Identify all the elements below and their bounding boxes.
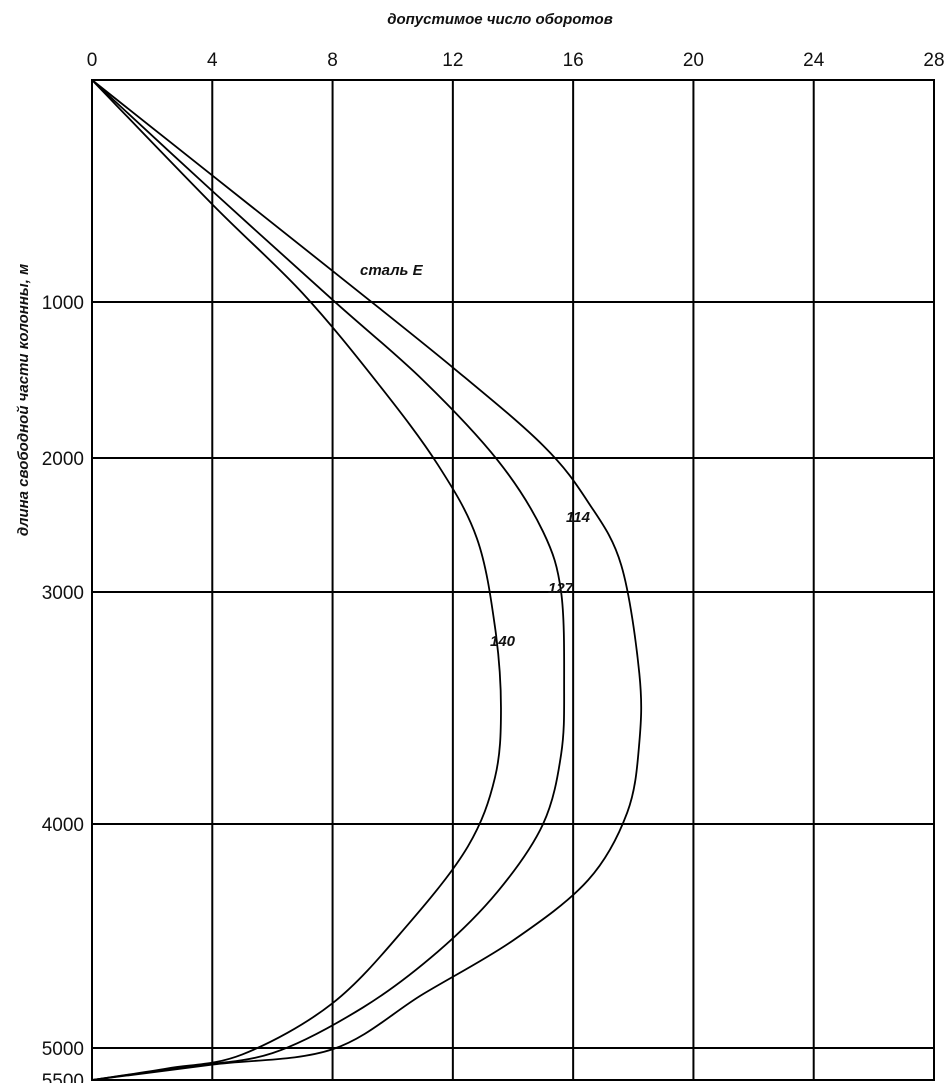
x-tick-label-12: 12 bbox=[442, 50, 463, 71]
curves bbox=[91, 79, 643, 1081]
x-tick-label-16: 16 bbox=[563, 50, 584, 71]
y-tick-label-5000: 5000 bbox=[42, 1039, 84, 1060]
series-labels: 114 127 140 bbox=[490, 509, 591, 650]
series-line-114 bbox=[91, 79, 643, 1081]
series-label-114: 114 bbox=[566, 509, 591, 526]
y-tick-label-1000: 1000 bbox=[42, 293, 84, 314]
x-axis-title: допустимое число оборотов bbox=[387, 11, 613, 28]
y-tick-label-3000: 3000 bbox=[42, 583, 84, 604]
x-tick-label-20: 20 bbox=[683, 50, 704, 71]
steel-grade-annotation: сталь Е bbox=[360, 262, 424, 279]
y-tick-label-4000: 4000 bbox=[42, 815, 84, 836]
series-label-140: 140 bbox=[490, 633, 516, 650]
y-tick-labels: 1000 2000 3000 4000 5000 5500 bbox=[42, 293, 84, 1083]
series-line-127 bbox=[91, 79, 566, 1081]
x-tick-label-0: 0 bbox=[87, 50, 98, 71]
y-axis-title: длина свободной части колонны, м bbox=[15, 264, 32, 536]
series-line-140 bbox=[91, 79, 502, 1081]
y-tick-label-5500: 5500 bbox=[42, 1071, 84, 1083]
x-tick-labels: 0 4 8 12 16 20 24 28 bbox=[87, 50, 945, 71]
y-tick-label-2000: 2000 bbox=[42, 449, 84, 470]
x-tick-label-8: 8 bbox=[327, 50, 338, 71]
x-tick-label-4: 4 bbox=[207, 50, 218, 71]
series-label-127: 127 bbox=[548, 580, 574, 597]
x-tick-label-28: 28 bbox=[923, 50, 944, 71]
plot-frame bbox=[91, 79, 935, 1081]
x-tick-label-24: 24 bbox=[803, 50, 825, 71]
